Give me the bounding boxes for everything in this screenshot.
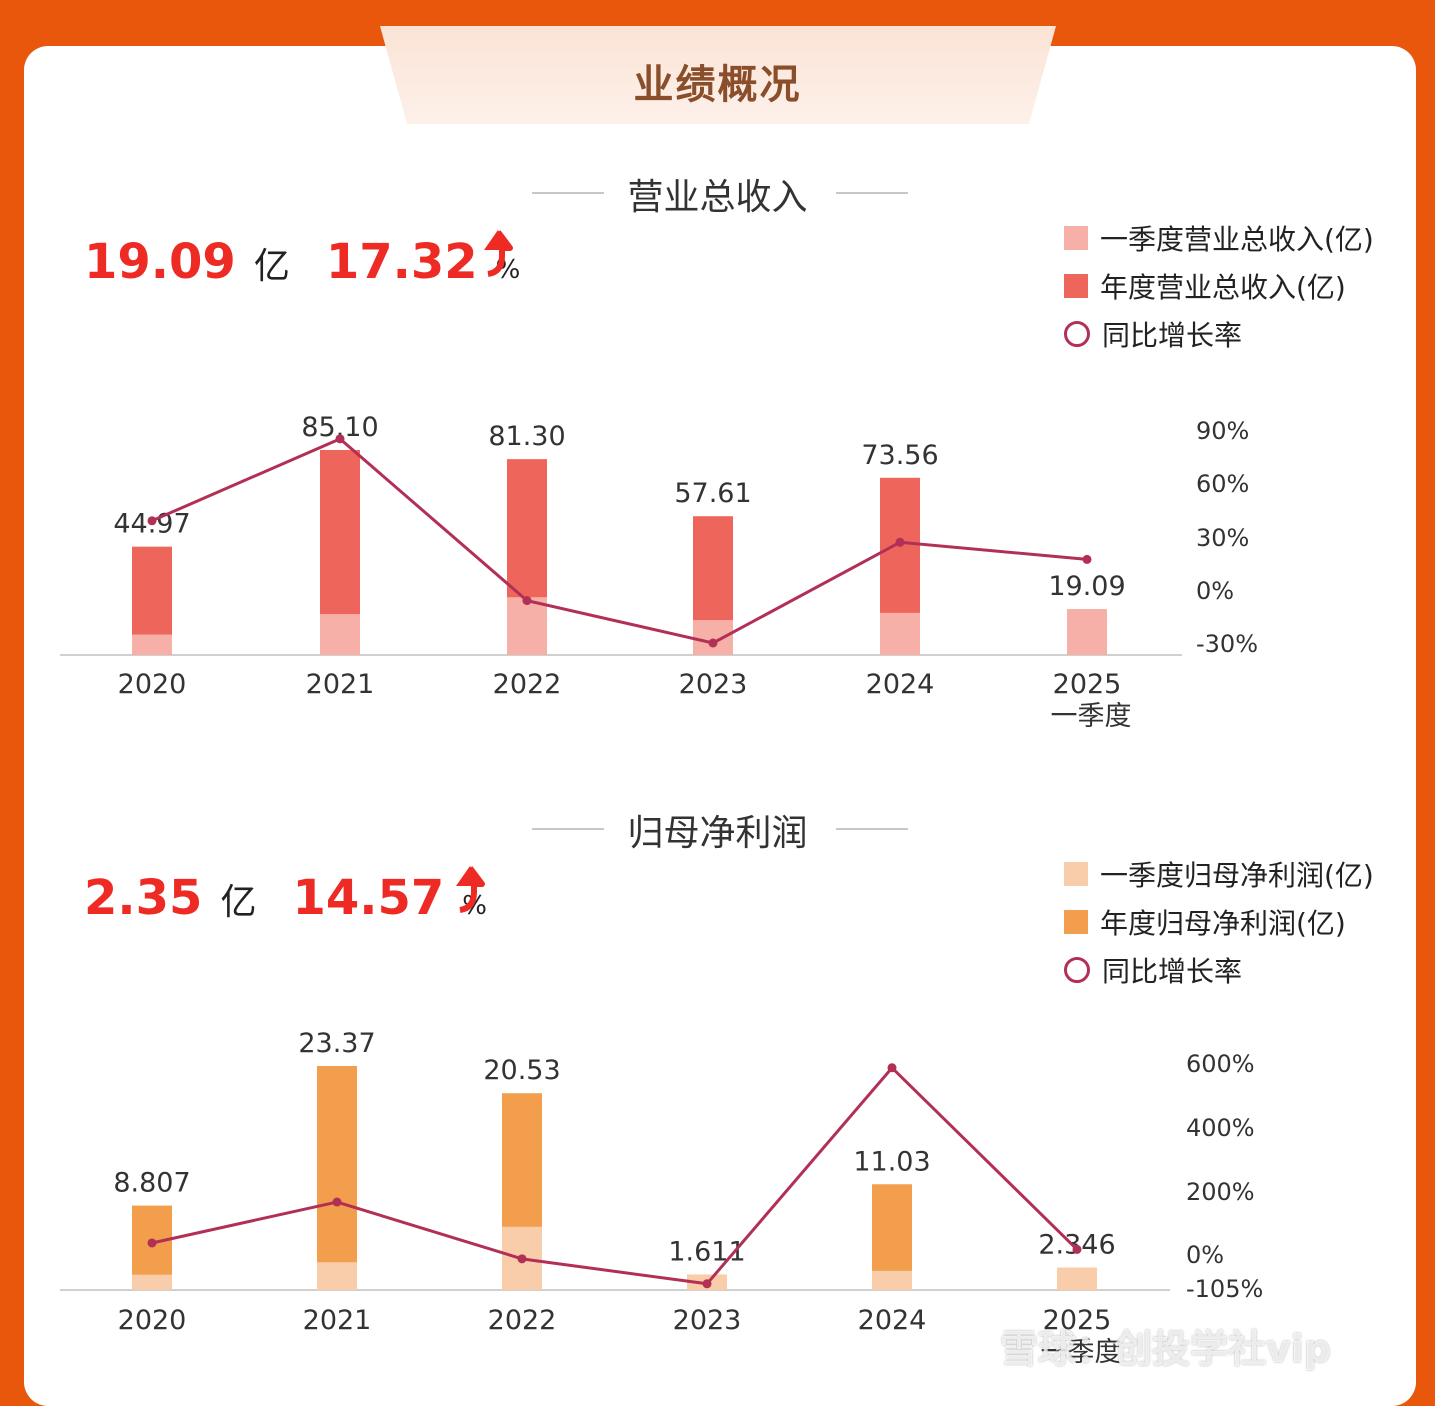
profit-kpi-growth: 14.57 xyxy=(292,870,445,926)
growth-rate-point xyxy=(895,537,905,547)
growth-rate-point xyxy=(147,1238,157,1248)
growth-rate-point xyxy=(522,596,532,606)
growth-rate-line xyxy=(151,437,1088,645)
revenue-kpi-unit: 亿 xyxy=(253,246,290,287)
revenue-kpi-growth: 17.32 xyxy=(325,234,478,290)
profit-kpi-value: 2.35 xyxy=(84,870,203,926)
data-label: 11.03 xyxy=(853,1146,930,1177)
title-divider-right xyxy=(836,192,908,194)
q1-bar xyxy=(872,1270,912,1290)
x-tick-sublabel: 一季度 xyxy=(1051,701,1132,732)
y-right-tick-label: 30% xyxy=(1196,524,1249,552)
x-tick-label: 2021 xyxy=(303,1305,372,1336)
up-arrow-icon xyxy=(456,866,485,913)
data-label: 8.807 xyxy=(113,1168,190,1199)
growth-rate-line xyxy=(151,1065,1079,1286)
data-label: 20.53 xyxy=(483,1055,560,1086)
growth-rate-point xyxy=(332,1197,342,1207)
legend-label: 同比增长率 xyxy=(1102,955,1243,988)
growth-rate-point xyxy=(702,1279,712,1289)
revenue-kpi: 19.09 亿 17.32 % xyxy=(84,234,520,290)
legend-label: 年度归母净利润(亿) xyxy=(1100,907,1346,940)
data-label: 57.61 xyxy=(674,478,751,509)
revenue-section-title: 营业总收入 xyxy=(627,177,808,218)
profit-kpi-unit: 亿 xyxy=(220,882,257,923)
legend-label: 一季度归母净利润(亿) xyxy=(1100,859,1374,892)
profit-kpi: 2.35 亿 14.57 % xyxy=(84,870,487,926)
legend-swatch xyxy=(1064,274,1088,298)
legend-swatch xyxy=(1064,862,1088,886)
x-tick-label: 2020 xyxy=(118,669,187,700)
q1-bar xyxy=(132,1274,172,1290)
y-right-tick-label: -30% xyxy=(1196,630,1258,658)
content-card xyxy=(24,46,1416,1406)
legend-item-growth-rate: 同比增长率 xyxy=(1064,950,1242,990)
q1-bar xyxy=(132,634,172,655)
growth-rate-point xyxy=(147,516,157,526)
revenue-kpi-value: 19.09 xyxy=(84,234,236,290)
title-divider-left xyxy=(532,192,604,194)
header-banner xyxy=(380,26,1056,124)
x-tick-label: 2023 xyxy=(673,1305,742,1336)
legend-circle-icon xyxy=(1064,321,1090,347)
growth-rate-point xyxy=(335,434,345,444)
data-label: 81.30 xyxy=(488,421,565,452)
legend-swatch xyxy=(1064,910,1088,934)
x-tick-label: 2021 xyxy=(306,669,375,700)
data-label: 73.56 xyxy=(861,440,938,471)
q1-bar xyxy=(320,614,360,655)
up-arrow-icon xyxy=(484,230,513,277)
growth-rate-point xyxy=(1082,554,1092,564)
y-right-tick-label: -105% xyxy=(1186,1275,1263,1303)
x-tick-label: 2023 xyxy=(679,669,748,700)
y-right-tick-label: 90% xyxy=(1196,417,1249,445)
y-right-tick-label: 400% xyxy=(1186,1114,1255,1142)
q1-bar xyxy=(1067,609,1107,655)
legend-circle-icon xyxy=(1064,957,1090,983)
x-tick-label: 2024 xyxy=(866,669,935,700)
x-tick-label: 2025 xyxy=(1043,1305,1112,1336)
legend-item-q1-profit: 一季度归母净利润(亿) xyxy=(1064,854,1374,894)
title-divider-left xyxy=(532,828,604,830)
growth-rate-point xyxy=(517,1254,527,1264)
growth-rate-point xyxy=(1072,1244,1082,1254)
x-tick-sublabel: 一季度 xyxy=(1041,1337,1122,1368)
q1-bar xyxy=(317,1262,357,1290)
annual-bar xyxy=(317,1066,357,1290)
page-title: 业绩概况 xyxy=(633,62,802,108)
legend-item-growth-rate: 同比增长率 xyxy=(1064,314,1242,354)
growth-rate-point xyxy=(708,638,718,648)
watermark: 雪球：创投学社vip xyxy=(1000,1327,1331,1371)
x-tick-label: 2022 xyxy=(488,1305,557,1336)
data-label: 23.37 xyxy=(298,1028,375,1059)
title-divider-right xyxy=(836,828,908,830)
legend-label: 一季度营业总收入(亿) xyxy=(1100,223,1374,256)
y-right-tick-label: 0% xyxy=(1196,577,1234,605)
q1-bar xyxy=(507,597,547,655)
legend-swatch xyxy=(1064,226,1088,250)
y-right-tick-label: 60% xyxy=(1196,470,1249,498)
x-tick-label: 2020 xyxy=(118,1305,187,1336)
y-right-tick-label: 200% xyxy=(1186,1178,1255,1206)
data-label: 19.09 xyxy=(1048,571,1125,602)
legend-item-annual-revenue: 年度营业总收入(亿) xyxy=(1064,266,1346,306)
q1-bar xyxy=(1057,1267,1097,1290)
legend-label: 年度营业总收入(亿) xyxy=(1100,271,1346,304)
legend-label: 同比增长率 xyxy=(1102,319,1243,352)
y-right-tick-label: 600% xyxy=(1186,1050,1255,1078)
q1-bar xyxy=(880,612,920,655)
q1-bar xyxy=(693,620,733,655)
profit-section-title: 归母净利润 xyxy=(627,813,808,854)
x-tick-label: 2022 xyxy=(493,669,562,700)
y-right-tick-label: 0% xyxy=(1186,1241,1224,1269)
x-tick-label: 2025 xyxy=(1053,669,1122,700)
x-tick-label: 2024 xyxy=(858,1305,927,1336)
legend-item-q1-revenue: 一季度营业总收入(亿) xyxy=(1064,218,1374,258)
growth-rate-point xyxy=(887,1063,897,1073)
legend-item-annual-profit: 年度归母净利润(亿) xyxy=(1064,902,1346,942)
